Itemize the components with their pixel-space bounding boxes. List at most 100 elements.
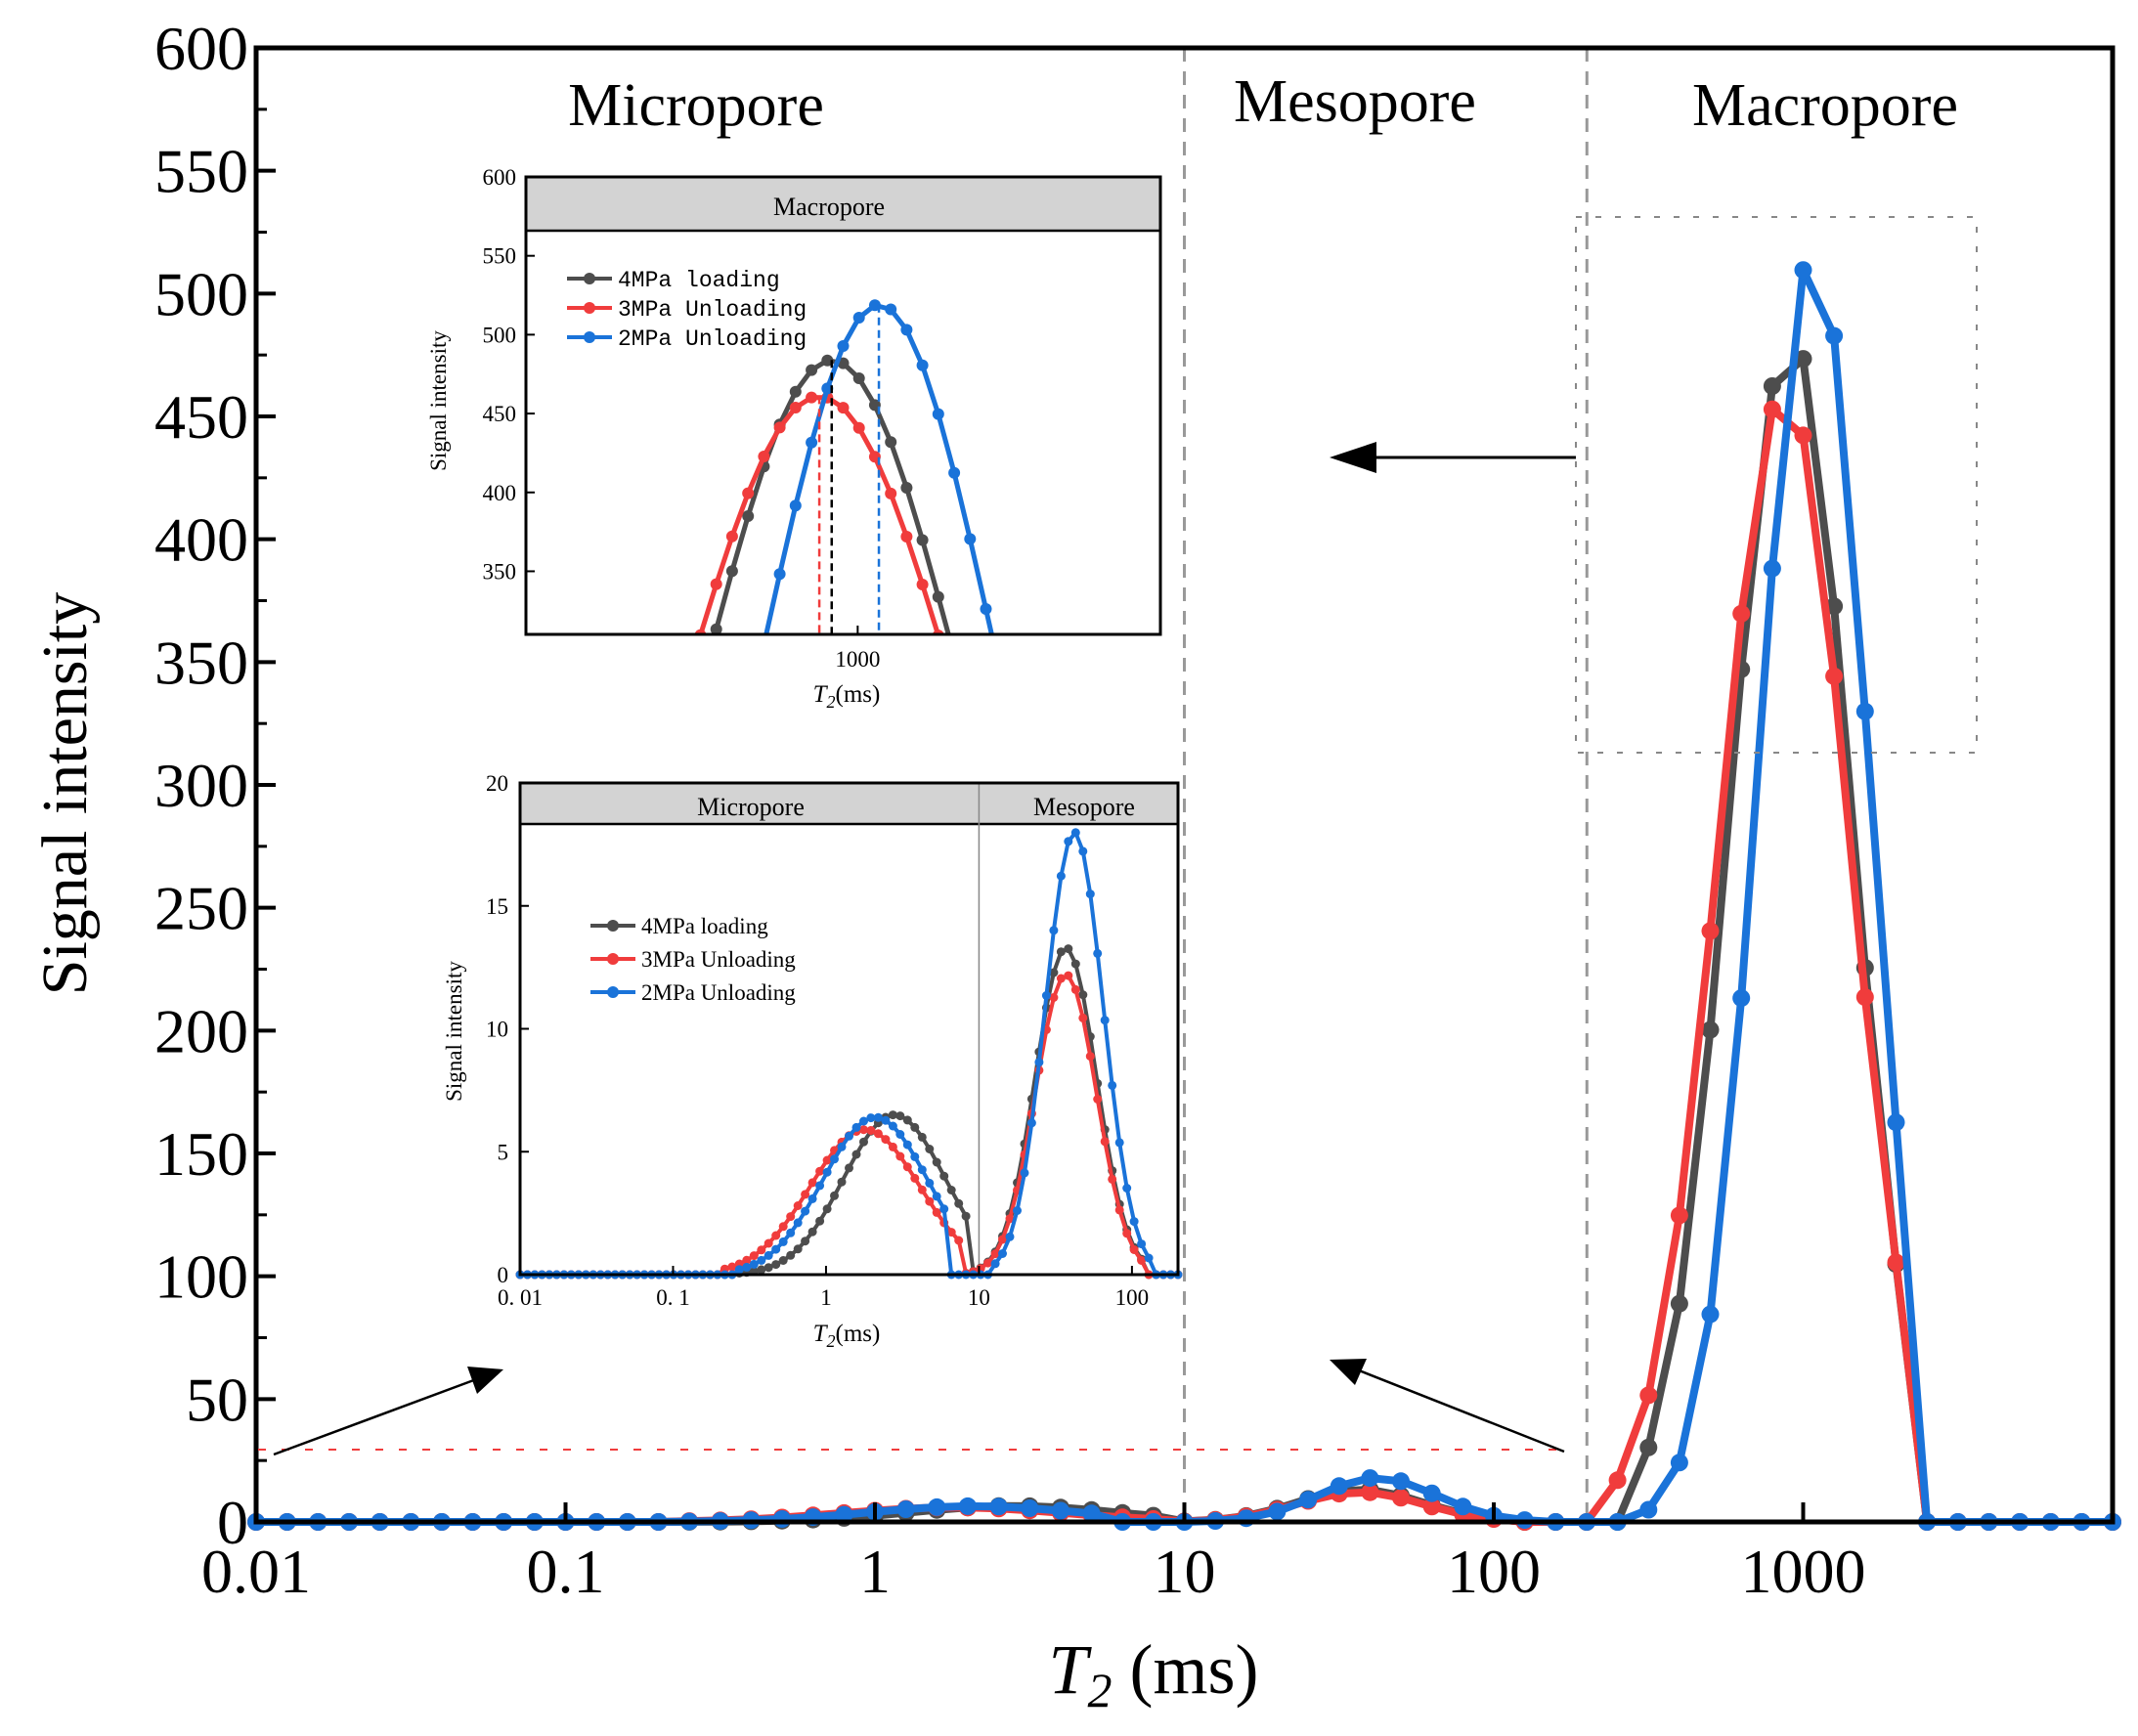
data-point: [1020, 1168, 1029, 1178]
data-point: [845, 1131, 853, 1141]
inset-x-tick-label: 1000: [835, 647, 880, 672]
inset-macropore-x-axis-title: T2(ms): [813, 681, 881, 712]
data-point: [1855, 702, 1874, 720]
data-point: [1085, 1052, 1095, 1062]
data-point: [851, 1122, 861, 1132]
data-point: [1763, 559, 1781, 578]
data-point: [1093, 1095, 1103, 1104]
data-point: [1005, 1214, 1015, 1224]
data-point: [998, 1235, 1007, 1244]
legend-marker-2: [607, 986, 619, 998]
data-point: [749, 1259, 759, 1269]
data-point: [1639, 1386, 1658, 1405]
data-point: [830, 1154, 839, 1164]
x-tick-label: 0.01: [201, 1537, 311, 1606]
data-point: [900, 324, 913, 336]
y-tick-label: 300: [154, 751, 248, 820]
legend-label-2: 2MPa Unloading: [618, 326, 807, 352]
data-point: [1114, 1138, 1124, 1148]
data-point: [1070, 959, 1080, 969]
data-point: [1078, 846, 1088, 856]
data-point: [710, 623, 722, 634]
inset-y-tick-label: 20: [486, 771, 508, 796]
data-point: [1268, 1502, 1287, 1521]
data-point: [996, 673, 1008, 685]
data-point: [990, 1249, 1000, 1259]
legend-label-0: 4MPa loading: [641, 914, 768, 938]
data-point: [764, 1250, 773, 1260]
data-point: [1122, 1229, 1132, 1238]
data-point: [771, 1231, 781, 1240]
data-point: [998, 1249, 1007, 1258]
arrow-to-micro-inset: [273, 1376, 480, 1456]
data-point: [881, 1115, 891, 1125]
data-point: [1108, 1174, 1117, 1184]
data-point: [1137, 1239, 1147, 1249]
data-point: [1013, 1206, 1022, 1215]
data-point: [964, 533, 977, 545]
data-point: [885, 487, 897, 499]
data-point: [1330, 1477, 1348, 1496]
data-point: [954, 1236, 964, 1245]
data-point: [932, 590, 944, 603]
data-point: [1454, 1497, 1472, 1516]
data-point: [749, 1251, 759, 1261]
data-point: [801, 1206, 810, 1216]
data-point: [1064, 944, 1073, 954]
data-point: [695, 683, 707, 695]
data-point: [830, 1191, 839, 1200]
arrow-to-macro-inset-head: [1330, 442, 1376, 473]
data-point: [873, 1129, 883, 1139]
inset-y-tick-label: 10: [486, 1018, 508, 1042]
y-tick-label: 400: [154, 505, 248, 575]
data-point: [1129, 1217, 1139, 1227]
data-point: [1422, 1484, 1441, 1502]
x-tick-label: 1: [859, 1537, 891, 1606]
data-point: [1005, 1232, 1015, 1241]
data-point: [902, 1162, 912, 1172]
inset-x-tick-label: 10: [968, 1285, 990, 1310]
legend-label-0: 4MPa loading: [618, 268, 780, 293]
inset-y-tick-label: 500: [483, 323, 517, 347]
data-point: [1701, 1305, 1720, 1324]
data-point: [771, 1260, 781, 1270]
data-point: [989, 1497, 1008, 1516]
data-point: [1093, 948, 1103, 958]
legend-label-1: 3MPa Unloading: [618, 297, 807, 323]
data-point: [902, 1115, 912, 1125]
data-point: [1825, 326, 1844, 345]
data-point: [990, 1259, 1000, 1269]
data-point: [837, 402, 850, 414]
inset-macropore-axes: 350 400 450 500 550 600 1000: [483, 165, 881, 672]
data-point: [734, 1265, 744, 1275]
data-point: [1670, 1206, 1688, 1225]
data-point: [786, 1212, 796, 1222]
inset-macropore: Macropore 350 400 450 500 550 600 1000 Signal …: [426, 165, 1162, 720]
data-point: [895, 1111, 905, 1121]
inset-micro-meso-legend: 4MPa loading 3MPa Unloading 2MPa Unloading: [590, 914, 796, 1005]
inset-y-tick-label: 600: [483, 165, 517, 190]
inset-x-tick-label: 100: [1115, 1285, 1150, 1310]
region-label-macropore: Macropore: [1692, 72, 1958, 139]
inset-x-tick-label: 1: [820, 1285, 832, 1310]
data-point: [710, 578, 722, 590]
data-point: [964, 709, 976, 720]
data-point: [881, 1135, 891, 1145]
data-point: [786, 1250, 796, 1260]
legend-marker-1: [607, 953, 619, 965]
data-point: [1049, 968, 1059, 977]
data-point: [1078, 1013, 1088, 1022]
legend-marker-1: [584, 302, 595, 314]
main-x-axis: 0.01 0.1 1 10 100 1000: [201, 1502, 1866, 1606]
data-point: [1049, 993, 1059, 1002]
data-point: [773, 568, 786, 581]
data-point: [793, 1201, 803, 1210]
arrow-to-meso-inset: [1353, 1367, 1565, 1454]
inset-y-tick-label: 350: [483, 559, 517, 584]
data-point: [678, 681, 690, 693]
main-x-axis-title: T2 (ms): [1048, 1630, 1258, 1717]
data-point: [1701, 1020, 1720, 1039]
data-point: [1639, 1438, 1658, 1456]
y-tick-label: 350: [154, 628, 248, 697]
legend-marker-0: [584, 273, 595, 284]
